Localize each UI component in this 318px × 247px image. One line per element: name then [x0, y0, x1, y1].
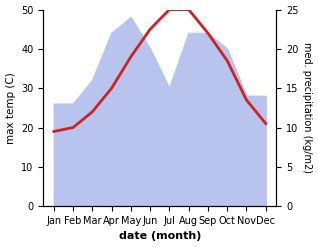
Y-axis label: max temp (C): max temp (C) [5, 72, 16, 144]
X-axis label: date (month): date (month) [119, 231, 201, 242]
Y-axis label: med. precipitation (kg/m2): med. precipitation (kg/m2) [302, 42, 313, 173]
